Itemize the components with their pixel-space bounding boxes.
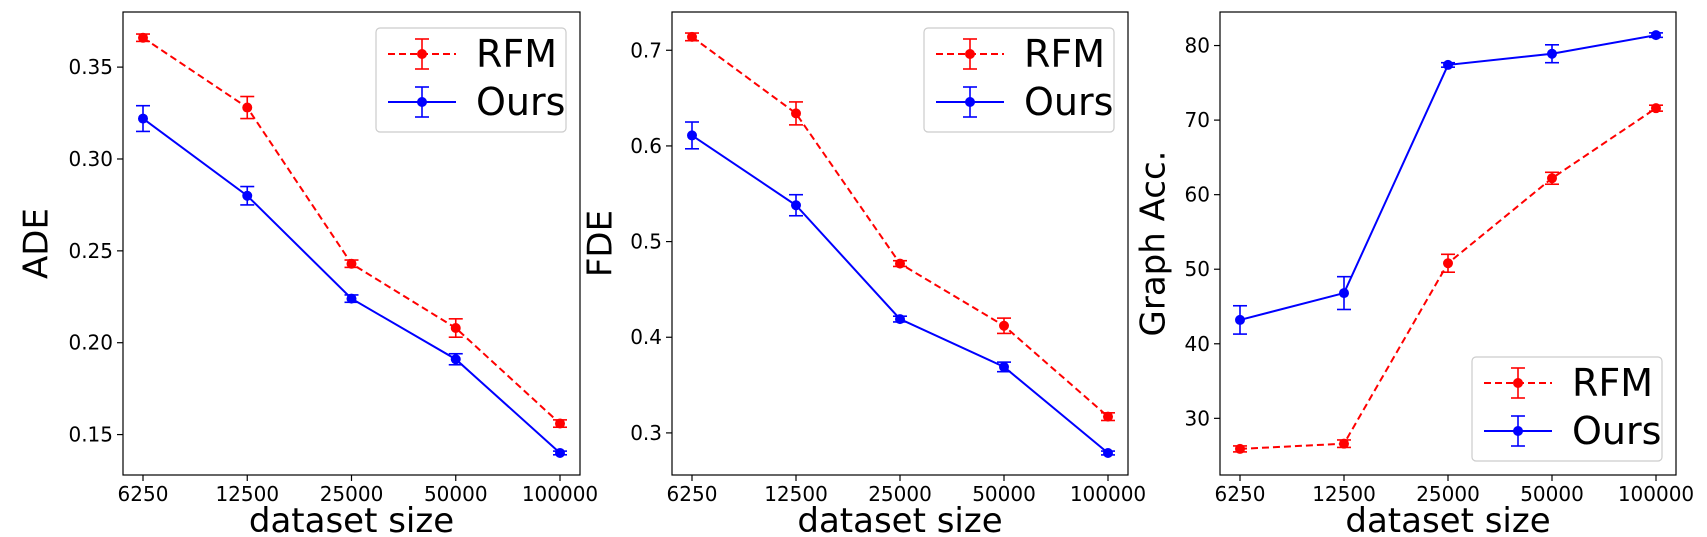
- data-point: [1547, 48, 1557, 59]
- y-tick-label: 30: [1185, 406, 1210, 430]
- data-point: [242, 190, 253, 201]
- series-ours: [136, 104, 567, 458]
- legend-marker: [1513, 378, 1523, 388]
- y-tick-label: 0.3: [630, 421, 662, 445]
- legend-marker: [1513, 426, 1523, 436]
- data-point: [1443, 258, 1453, 269]
- data-point: [1547, 173, 1557, 184]
- data-point: [555, 447, 565, 458]
- y-axis-label: FDE: [581, 210, 621, 277]
- x-tick-label: 100000: [522, 482, 598, 506]
- series-rfm: [685, 31, 1115, 422]
- x-tick-label: 6250: [667, 482, 718, 506]
- data-point: [791, 108, 801, 119]
- chart-panel-1: 6250 12500 25000 50000 100000 0.3 0.4 0.5 0.6 0.7…: [581, 11, 1146, 537]
- x-tick-label: 100000: [1618, 482, 1694, 506]
- y-tick-label: 60: [1185, 183, 1210, 207]
- data-point: [895, 258, 905, 269]
- y-tick-label: 70: [1185, 108, 1210, 132]
- x-tick-label: 50000: [424, 482, 488, 506]
- data-point: [1443, 59, 1453, 70]
- legend-label-ours: Ours: [1572, 409, 1661, 453]
- data-point: [1651, 30, 1661, 41]
- data-point: [1103, 447, 1113, 458]
- series-rfm: [1233, 103, 1663, 454]
- x-tick-label: 6250: [1215, 482, 1266, 506]
- series-line-ours: [691, 134, 1109, 454]
- y-tick-label: 0.20: [68, 331, 113, 355]
- series-line-ours: [1239, 34, 1657, 321]
- data-point: [687, 130, 697, 141]
- y-tick-label: 0.4: [630, 325, 662, 349]
- chart-panel-0: 6250 12500 25000 50000 100000 0.15 0.20 0.25 0.3…: [17, 11, 598, 537]
- legend-label-rfm: RFM: [476, 32, 557, 76]
- y-tick-label: 0.15: [68, 423, 113, 447]
- x-axis-label: dataset size: [797, 501, 1002, 537]
- data-point: [895, 314, 905, 325]
- series-ours: [685, 121, 1115, 458]
- y-tick-label: 80: [1185, 34, 1210, 58]
- data-point: [999, 361, 1009, 372]
- legend-marker: [965, 49, 975, 59]
- legend-marker: [417, 97, 427, 107]
- data-point: [1235, 443, 1245, 454]
- data-point: [138, 113, 148, 124]
- data-point: [999, 320, 1009, 331]
- x-tick-label: 12500: [764, 482, 828, 506]
- series-ours: [1233, 30, 1663, 335]
- legend-label-rfm: RFM: [1024, 32, 1105, 76]
- y-tick-label: 50: [1185, 257, 1210, 281]
- x-tick-label: 12500: [215, 482, 279, 506]
- chart-panel-2: 6250 12500 25000 50000 100000 30 40 50 60 70 80 dat…: [1134, 11, 1694, 537]
- data-point: [687, 31, 697, 42]
- data-point: [555, 418, 565, 429]
- series-rfm: [136, 32, 567, 429]
- x-axis-label: dataset size: [249, 501, 454, 537]
- y-tick-label: 0.5: [630, 230, 662, 254]
- x-tick-label: 25000: [320, 482, 384, 506]
- x-tick-label: 25000: [1416, 482, 1480, 506]
- legend-label-rfm: RFM: [1572, 361, 1653, 405]
- series-line-ours: [142, 117, 561, 454]
- legend-label-ours: Ours: [1024, 80, 1113, 124]
- data-point: [791, 200, 801, 211]
- x-tick-label: 6250: [118, 482, 169, 506]
- y-tick-label: 0.35: [68, 55, 113, 79]
- x-tick-label: 12500: [1312, 482, 1376, 506]
- x-tick-label: 100000: [1070, 482, 1146, 506]
- data-point: [1339, 288, 1349, 299]
- legend-label-ours: Ours: [476, 80, 565, 124]
- data-point: [1339, 438, 1349, 449]
- x-tick-label: 25000: [868, 482, 932, 506]
- legend-marker: [965, 97, 975, 107]
- data-point: [1651, 103, 1661, 114]
- y-axis-label: ADE: [17, 208, 57, 279]
- legend-marker: [417, 49, 427, 59]
- y-tick-label: 0.6: [630, 134, 662, 158]
- y-tick-label: 40: [1185, 332, 1210, 356]
- data-point: [242, 102, 253, 113]
- x-axis-label: dataset size: [1345, 501, 1550, 537]
- data-point: [346, 258, 357, 269]
- data-point: [450, 354, 461, 365]
- data-point: [450, 323, 461, 334]
- x-tick-label: 50000: [1520, 482, 1584, 506]
- x-tick-label: 50000: [972, 482, 1036, 506]
- y-tick-label: 0.7: [630, 38, 662, 62]
- data-point: [1235, 314, 1245, 325]
- data-point: [1103, 411, 1113, 422]
- y-tick-label: 0.30: [68, 147, 113, 171]
- y-tick-label: 0.25: [68, 239, 113, 263]
- y-axis-label: Graph Acc.: [1134, 151, 1174, 337]
- data-point: [346, 293, 357, 304]
- data-point: [138, 32, 148, 43]
